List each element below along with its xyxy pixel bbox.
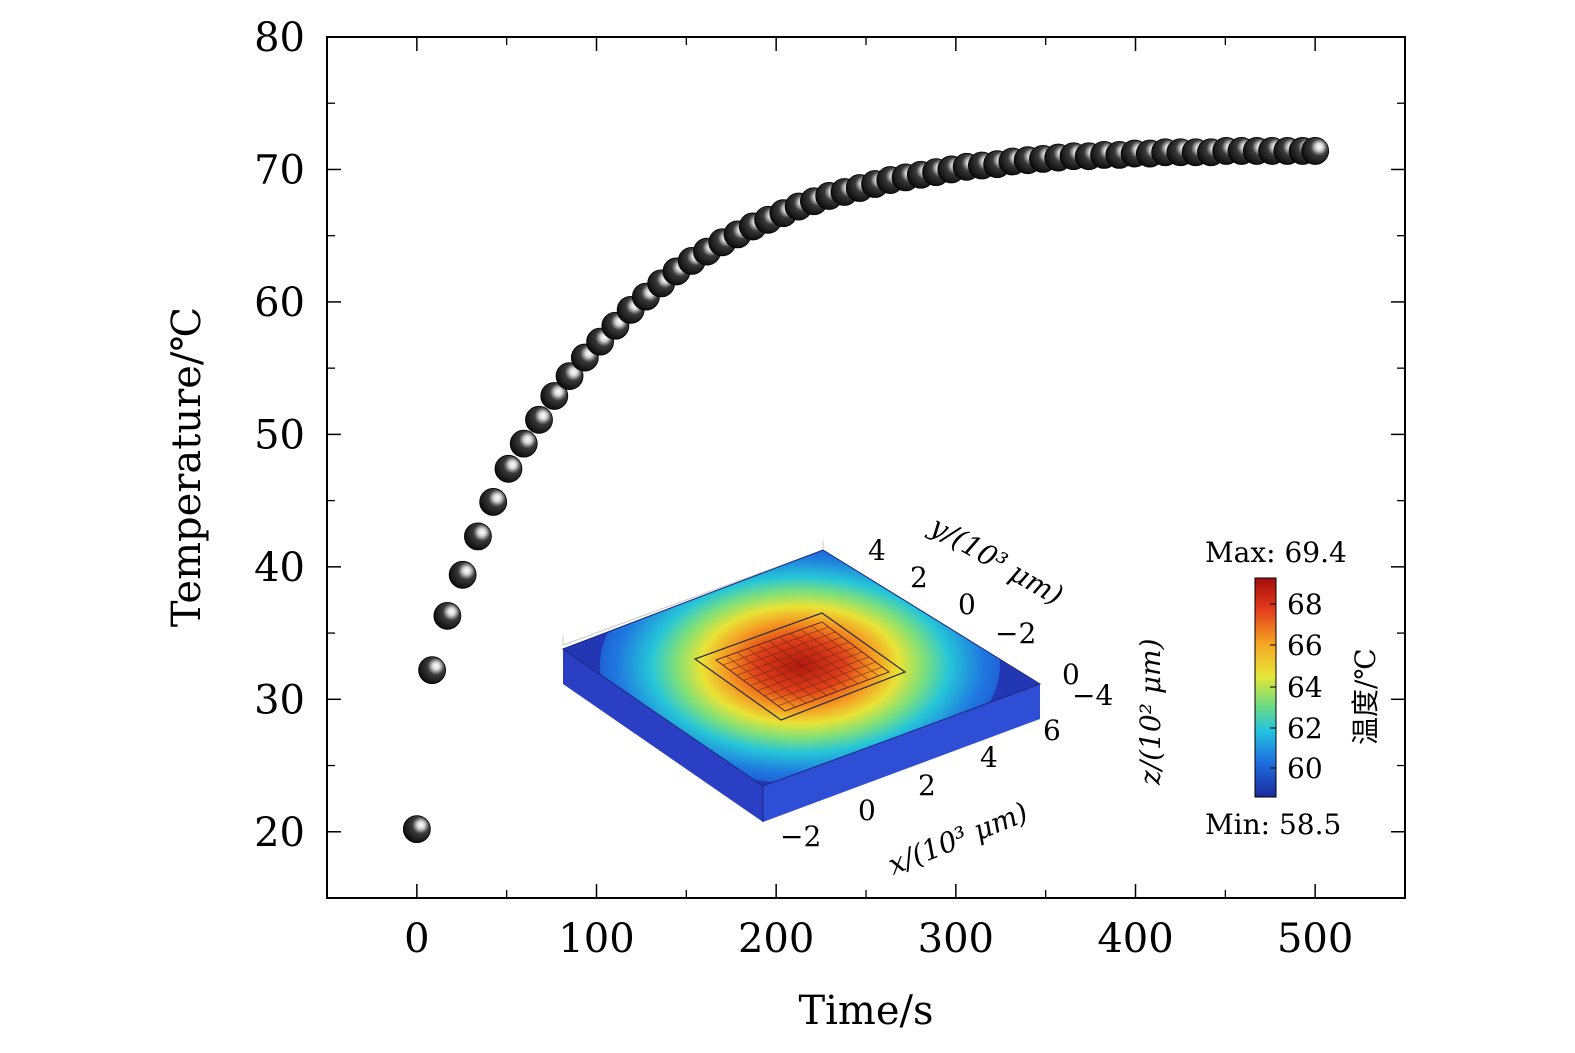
data-point <box>479 488 508 516</box>
inset-3d-heatmap <box>561 541 1042 822</box>
x-tick-label: 300 <box>918 916 994 962</box>
colorbar-min: Min: 58.5 <box>1205 808 1341 841</box>
chip-grid-line <box>811 625 879 677</box>
data-point <box>402 815 431 844</box>
y-tick-label: 70 <box>254 147 305 193</box>
inset-y-label: y/(10³ μm) <box>923 508 1069 611</box>
data-point <box>540 382 569 410</box>
colorbar-max: Max: 69.4 <box>1205 536 1347 569</box>
slab-left-face <box>563 649 763 822</box>
inset-x-tick: 6 <box>1043 714 1061 747</box>
colorbar-tick: 64 <box>1287 671 1323 704</box>
chip-grid-line <box>800 629 869 681</box>
chip-grid-line <box>771 661 876 702</box>
data-markers <box>402 137 1330 844</box>
y-tick-label: 40 <box>254 545 305 591</box>
chip-grid-line <box>750 646 856 686</box>
colorbar-tick: 68 <box>1287 588 1323 621</box>
y-tick-label: 60 <box>254 280 305 326</box>
inset-y-tick: 2 <box>910 561 928 594</box>
data-point <box>433 601 462 630</box>
x-axis-label: Time/s <box>798 988 933 1034</box>
data-point <box>525 405 553 434</box>
y-tick-label: 50 <box>254 412 305 458</box>
chip-grid-line <box>779 636 848 688</box>
slab-right-face <box>763 684 1040 822</box>
x-tick-label: 100 <box>558 916 634 962</box>
data-point <box>494 454 523 483</box>
data-point <box>509 429 538 458</box>
inset-x-tick: 0 <box>858 794 876 827</box>
inset-z-label: z/(10² μm) <box>1134 638 1167 786</box>
x-tick-label: 500 <box>1277 916 1353 962</box>
inset-z-tick: 0 <box>1062 658 1080 691</box>
data-point <box>1301 137 1330 165</box>
colorbar-tick: 60 <box>1287 752 1323 785</box>
y-tick-label: 30 <box>254 677 305 723</box>
data-point <box>448 560 477 589</box>
colorbar-tick: 62 <box>1287 712 1323 745</box>
y-axis-label: Temperature/℃ <box>164 307 210 627</box>
chip-grid-line <box>789 633 859 685</box>
inset-x-tick: 2 <box>918 769 936 802</box>
inset-y-tick: −2 <box>995 617 1036 650</box>
inset-x-tick: 4 <box>980 741 998 774</box>
axis-ticks <box>326 36 1406 899</box>
x-tick-label: 200 <box>738 916 814 962</box>
colorbar-label: 温度/℃ <box>1349 648 1382 745</box>
inset-x-tick: −2 <box>780 820 821 853</box>
data-point <box>555 362 584 391</box>
inset-y-tick: −4 <box>1072 679 1113 712</box>
colorbar: Max: 69.4 68 66 64 62 60 温度/℃ Min: 58.5 <box>1205 536 1382 841</box>
inset-x-label: x/(10³ μm) <box>883 796 1032 882</box>
chip-grid-line <box>764 656 870 697</box>
inset-y-tick: 0 <box>958 588 976 621</box>
y-tick-label: 80 <box>254 15 305 61</box>
chip-grid-line <box>777 666 883 707</box>
y-tick-label: 20 <box>254 810 305 856</box>
colorbar-tick: 66 <box>1287 629 1323 662</box>
inset-y-tick: 4 <box>868 534 886 567</box>
data-point <box>418 656 447 685</box>
x-tick-label: 400 <box>1097 916 1173 962</box>
data-point <box>464 522 492 551</box>
chip-outline <box>693 612 907 721</box>
chip-grid-line <box>757 651 863 691</box>
x-tick-label: 0 <box>404 916 429 962</box>
